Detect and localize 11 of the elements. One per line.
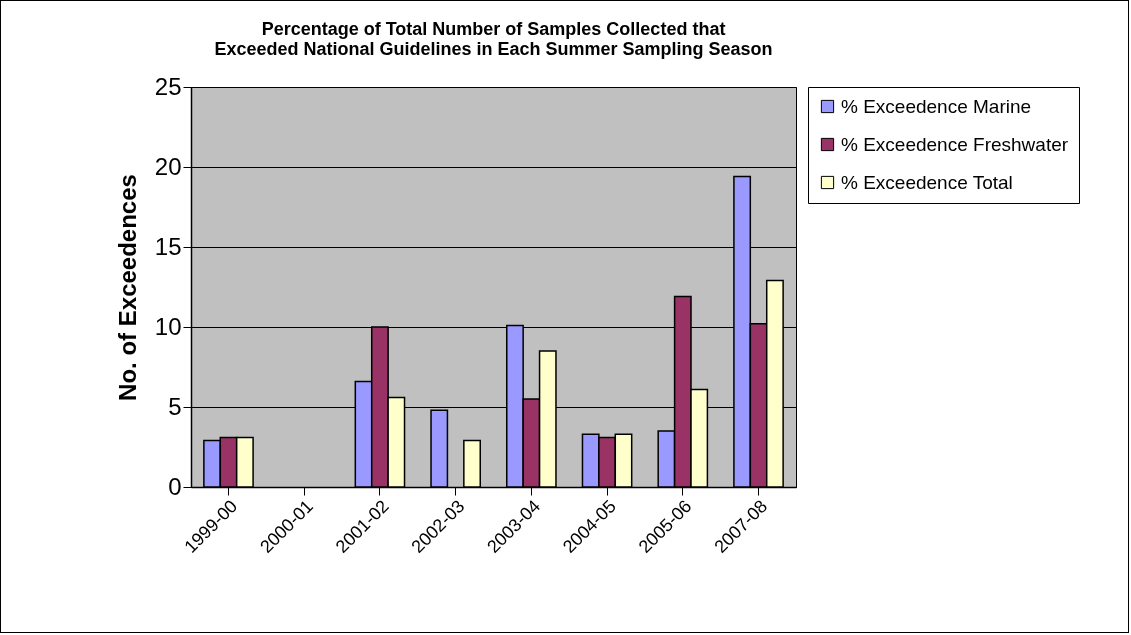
y-tick-label: 5 xyxy=(168,392,182,420)
y-axis-title: No. of Exceedences xyxy=(113,174,141,401)
chart-title: Percentage of Total Number of Samples Collected that Exceeded National Guidelines in Each Summer Sampling Season xyxy=(214,19,773,59)
y-tick-label: 20 xyxy=(154,152,182,180)
legend-label: % Exceedence Freshwater xyxy=(841,133,1069,155)
legend-label: % Exceedence Marine xyxy=(841,95,1032,117)
y-tick-label: 10 xyxy=(154,312,182,340)
legend-label: % Exceedence Total xyxy=(841,171,1013,193)
y-tick-label: 15 xyxy=(154,232,182,260)
y-tick-label: 0 xyxy=(168,472,182,500)
y-tick-label: 25 xyxy=(154,72,182,100)
